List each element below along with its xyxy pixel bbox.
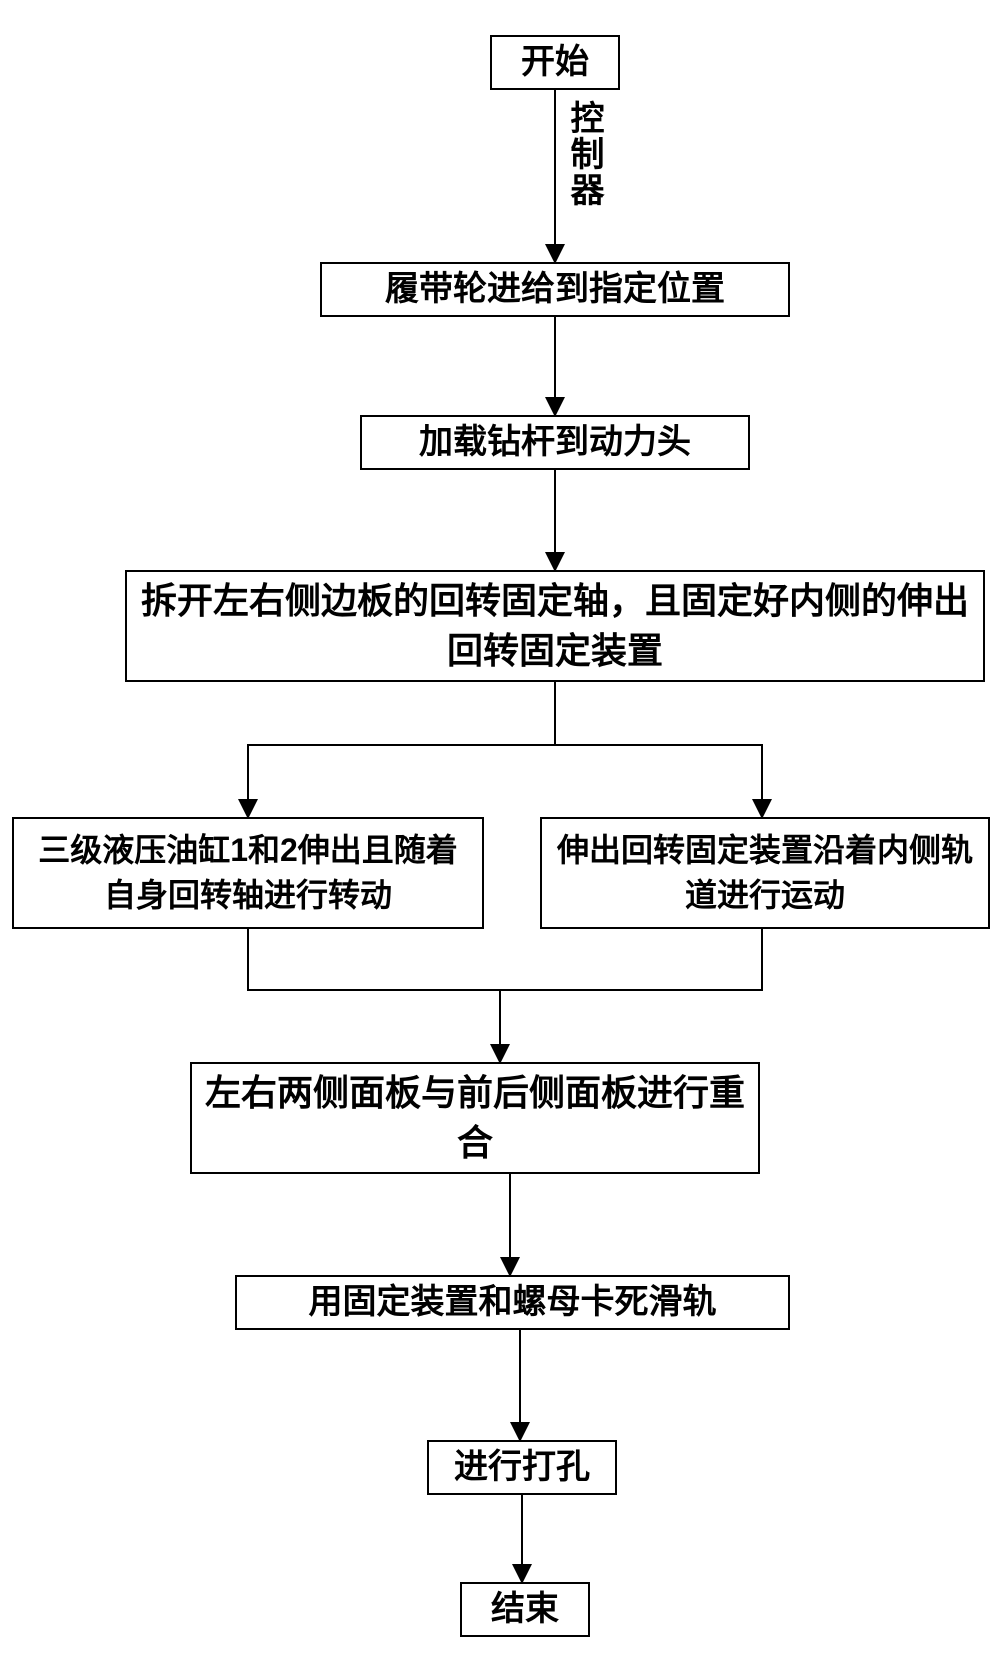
flowchart-node-step3: 拆开左右侧边板的回转固定轴，且固定好内侧的伸出回转固定装置 [125, 570, 985, 682]
vertical-label-controller: 控制器 [560, 100, 609, 208]
flowchart-node-step4: 左右两侧面板与前后侧面板进行重合 [190, 1062, 760, 1174]
flowchart-node-step5: 用固定装置和螺母卡死滑轨 [235, 1275, 790, 1330]
flowchart-container: 开始履带轮进给到指定位置加载钻杆到动力头拆开左右侧边板的回转固定轴，且固定好内侧… [0, 0, 1008, 1675]
flowchart-node-step2: 加载钻杆到动力头 [360, 415, 750, 470]
flowchart-node-step6: 进行打孔 [427, 1440, 617, 1495]
flowchart-node-step1: 履带轮进给到指定位置 [320, 262, 790, 317]
flowchart-node-branch_left: 三级液压油缸1和2伸出且随着自身回转轴进行转动 [12, 817, 484, 929]
flowchart-node-start: 开始 [490, 35, 620, 90]
flowchart-node-branch_right: 伸出回转固定装置沿着内侧轨道进行运动 [540, 817, 990, 929]
flowchart-node-end: 结束 [460, 1582, 590, 1637]
